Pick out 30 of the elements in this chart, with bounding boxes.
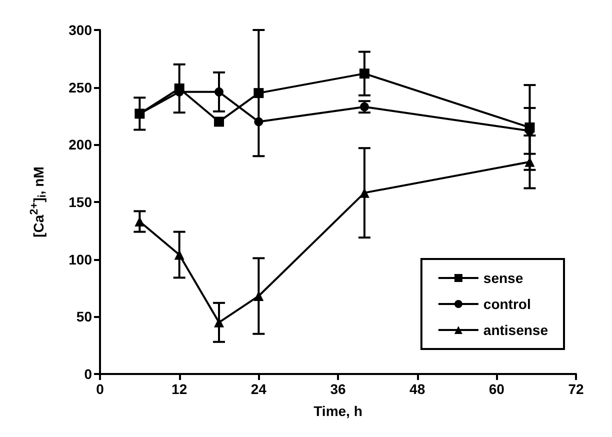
y-axis-title: [Ca2+]i, nM xyxy=(28,166,48,238)
point xyxy=(359,188,370,198)
y-tick-label: 0 xyxy=(84,366,92,382)
point xyxy=(254,88,264,98)
x-tick-label: 48 xyxy=(410,381,426,397)
y-tick-label: 300 xyxy=(68,22,92,38)
legend-label: control xyxy=(483,296,531,312)
x-tick-label: 24 xyxy=(250,381,267,397)
x-axis-title: Time, h xyxy=(314,403,362,419)
point xyxy=(524,122,535,132)
point xyxy=(214,87,224,96)
y-tick-label: 250 xyxy=(68,79,92,96)
x-tick-label: 36 xyxy=(330,381,346,397)
legend-label: antisense xyxy=(483,322,548,338)
legend-label: sense xyxy=(483,270,524,286)
y-tick-label: 50 xyxy=(76,308,92,325)
x-tick-label: 72 xyxy=(568,381,584,397)
point xyxy=(174,250,184,260)
y-tick-label: 200 xyxy=(68,136,92,153)
y-tick-label: 100 xyxy=(68,251,92,268)
point xyxy=(174,83,184,94)
y-tick-label: 150 xyxy=(68,194,92,210)
x-tick-label: 12 xyxy=(172,381,188,397)
point xyxy=(360,102,369,112)
x-tick-label: 0 xyxy=(96,381,104,397)
point xyxy=(359,68,370,79)
point xyxy=(214,116,224,127)
point xyxy=(254,291,264,302)
x-tick-label: 60 xyxy=(488,381,505,397)
point xyxy=(254,117,264,126)
